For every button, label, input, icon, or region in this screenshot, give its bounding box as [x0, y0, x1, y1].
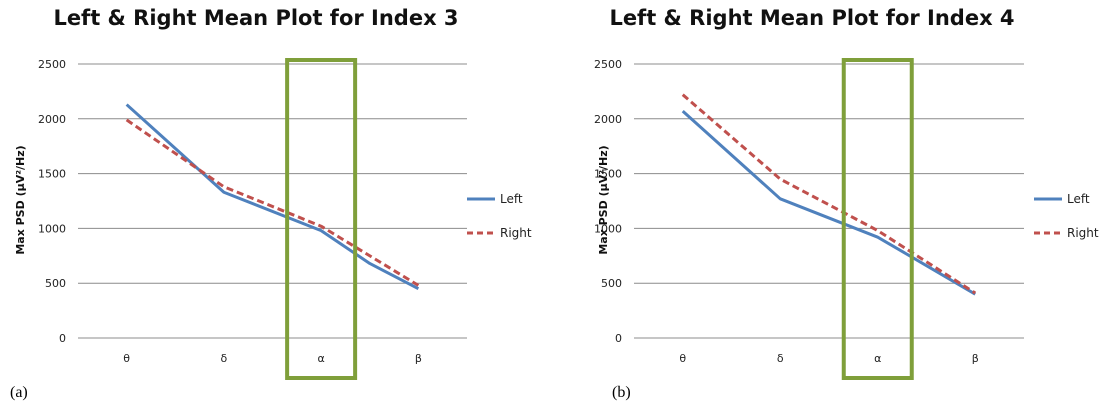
y-tick-label: 2000 [594, 113, 622, 126]
y-tick-label: 1000 [38, 222, 66, 235]
chart-title: Left & Right Mean Plot for Index 4 [609, 6, 1015, 30]
y-tick-label: 2500 [38, 58, 66, 71]
x-tick-label: β [415, 352, 422, 365]
legend-label-left: Left [500, 192, 523, 206]
series-line-left [125, 103, 420, 291]
y-tick-label: 2500 [594, 58, 622, 71]
y-tick-label: 1000 [594, 222, 622, 235]
legend-label-right: Right [1067, 226, 1099, 240]
x-tick-label: α [317, 352, 324, 365]
chart-title: Left & Right Mean Plot for Index 3 [53, 6, 459, 30]
legend-label-left: Left [1067, 192, 1090, 206]
y-axis-label: Max PSD (µV²/Hz) [14, 145, 27, 254]
y-tick-label: 1500 [38, 168, 66, 181]
x-tick-label: θ [679, 352, 686, 365]
x-tick-label: δ [777, 352, 784, 365]
y-tick-label: 1500 [594, 168, 622, 181]
y-tick-label: 500 [45, 277, 66, 290]
x-tick-label: β [972, 352, 979, 365]
panel-label-a: (a) [10, 384, 28, 401]
y-tick-label: 2000 [38, 113, 66, 126]
alpha-highlight-box [285, 58, 358, 380]
chart-plot-index-3: 0 500 1000 1500 2000 2500 Max PSD (µV²/Hz) θ δ α β… [14, 58, 532, 380]
chart-panel-b: Left & Right Mean Plot for Index 4 0 500 1… [556, 0, 1112, 410]
x-tick-label: α [874, 352, 881, 365]
chart-plot-index-4: 0 500 1000 1500 2000 2500 Max PSD (µV²/Hz) θ δ α β… [594, 58, 1099, 380]
legend-label-right: Right [500, 226, 532, 240]
y-tick-label: 0 [615, 332, 622, 345]
chart-panel-a: Left & Right Mean Plot for Index 3 0 500 1… [10, 6, 532, 401]
y-axis-label: Max PSD (µV²/Hz) [597, 145, 610, 254]
x-tick-label: δ [221, 352, 228, 365]
series-line-right [125, 118, 420, 287]
y-tick-label: 0 [59, 332, 66, 345]
panel-label-b: (b) [612, 384, 631, 401]
x-tick-label: θ [123, 352, 130, 365]
series-line-left [681, 110, 977, 296]
series-line-right [681, 93, 977, 295]
alpha-highlight-box [841, 58, 914, 380]
y-tick-label: 500 [601, 277, 622, 290]
